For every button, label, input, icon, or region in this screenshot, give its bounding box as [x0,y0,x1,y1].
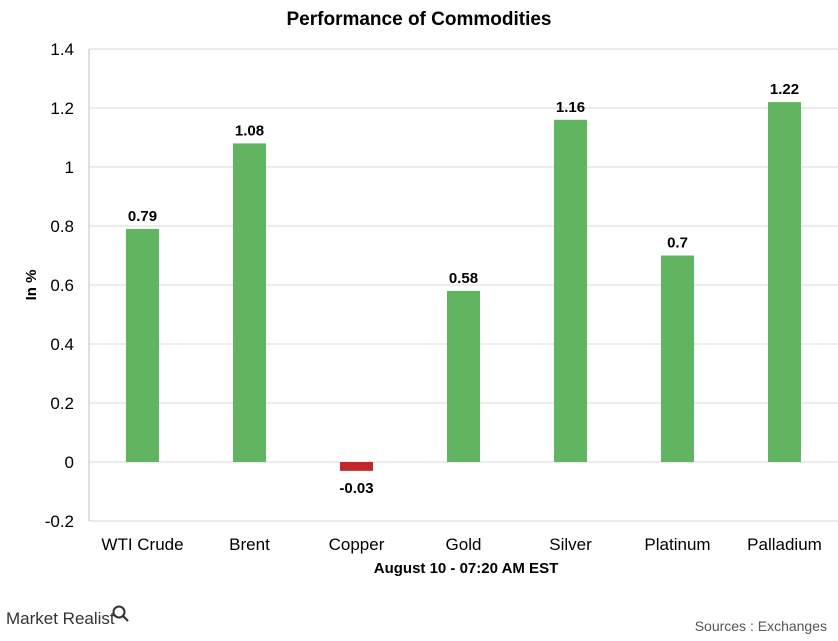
chart-title: Performance of Commodities [287,9,552,30]
x-tick-label: Brent [229,535,270,554]
x-tick-label: Platinum [644,535,710,554]
bar-palladium [768,102,801,462]
x-tick-label: Palladium [747,535,822,554]
x-axis-categories: WTI Crude Brent Copper Gold Silver Platinum Pa… [101,535,821,554]
bar-silver [554,119,587,463]
bar-copper [340,462,373,471]
data-label: 1.22 [770,81,799,98]
bar-gold [447,290,480,462]
y-tick-label: 0.8 [50,217,74,236]
bar-brent [233,143,266,462]
y-tick-label: 1 [65,158,74,177]
data-label: 1.08 [235,122,264,139]
x-tick-label: WTI Crude [101,535,183,554]
data-label: 0.79 [128,208,157,225]
y-tick-label: 1.4 [50,40,74,59]
x-tick-label: Copper [329,535,385,554]
bars [126,102,801,471]
y-tick-label: 0.6 [50,276,74,295]
y-axis-ticks: 1.4 1.2 1 0.8 0.6 0.4 0.2 0 -0.2 [45,40,74,531]
x-axis-label: August 10 - 07:20 AM EST [374,560,558,577]
source-note: Sources : Exchanges [695,618,827,634]
data-label: 0.58 [449,270,478,287]
magnifier-icon [112,605,129,622]
y-tick-label: 0.4 [50,335,74,354]
x-tick-label: Silver [549,535,592,554]
y-tick-label: 1.2 [50,99,74,118]
bar-wti-crude [126,228,159,462]
brand-logo: Market Realist [6,605,129,628]
data-label: 1.16 [556,99,585,116]
y-tick-label: -0.2 [45,512,74,531]
data-labels: 0.79 1.08 -0.03 0.58 1.16 0.7 1.22 [128,81,799,497]
bar-platinum [661,255,694,462]
y-axis-label: In % [23,270,40,301]
data-label: -0.03 [339,480,373,497]
data-label: 0.7 [667,235,688,252]
x-tick-label: Gold [446,535,482,554]
brand-name: Market Realist [6,609,115,628]
y-tick-label: 0 [65,453,74,472]
y-tick-label: 0.2 [50,394,74,413]
